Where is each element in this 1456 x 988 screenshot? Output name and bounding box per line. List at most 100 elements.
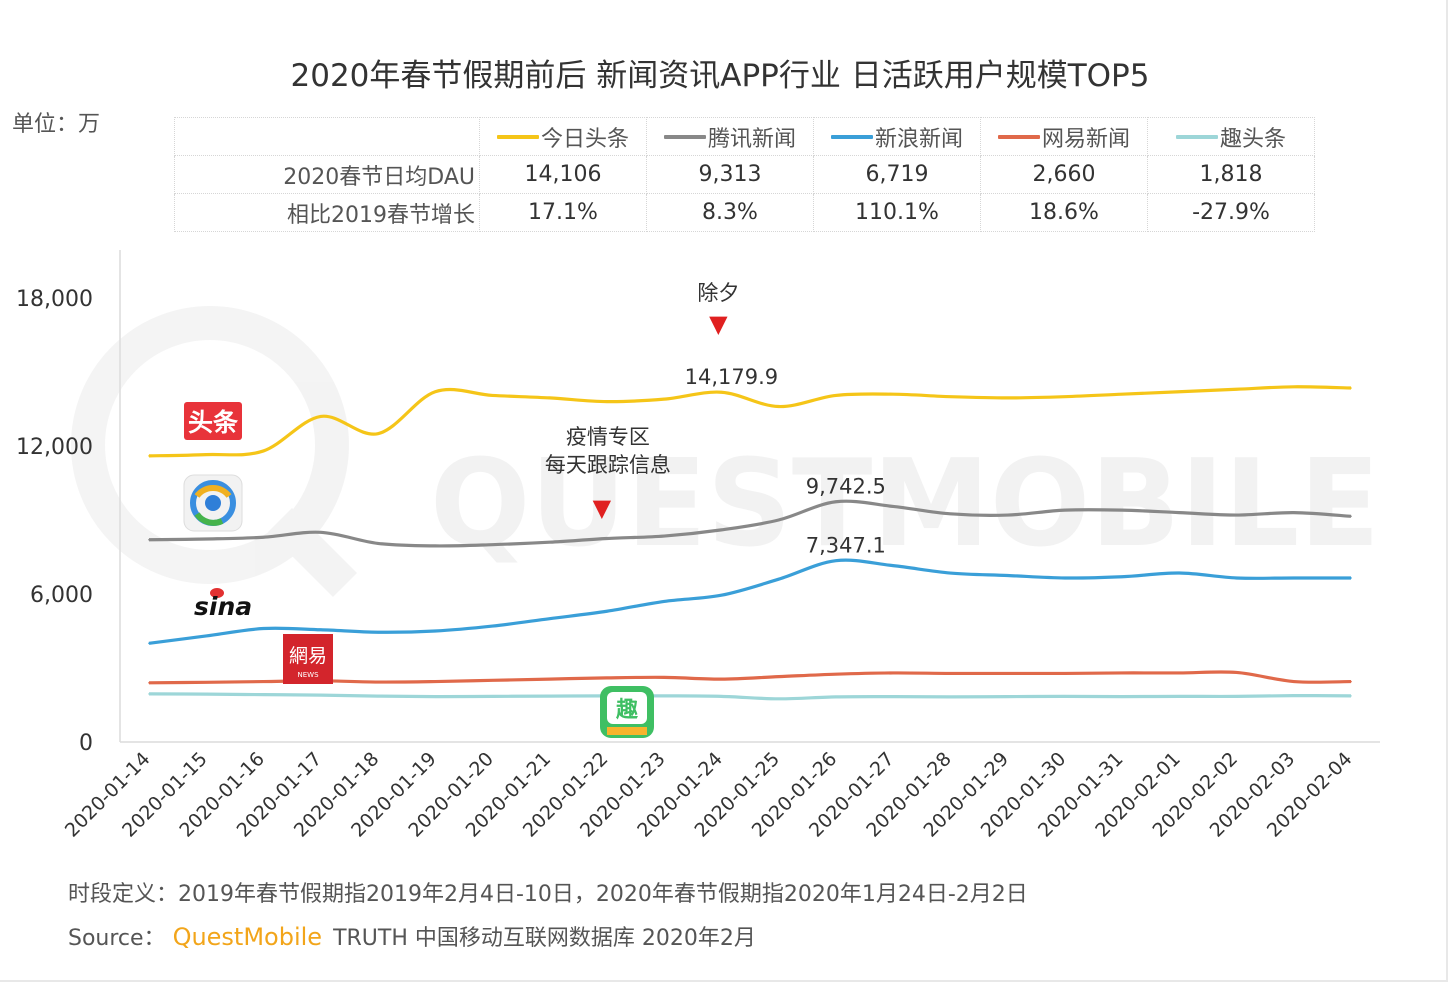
source-text: TRUTH 中国移动互联网数据库 2020年2月 (333, 926, 756, 951)
data-point (548, 541, 551, 543)
data-point (377, 631, 379, 634)
data-point (892, 505, 894, 508)
data-point (1064, 672, 1066, 675)
data-point (777, 698, 780, 700)
sina-logo-icon: sina (194, 588, 252, 621)
data-point (835, 696, 837, 698)
annotation-marker-icon: ▼ (593, 494, 612, 522)
data-point (1178, 672, 1181, 674)
data-point (148, 682, 150, 684)
data-point (319, 628, 322, 631)
data-point (777, 675, 780, 678)
data-point (205, 693, 208, 695)
data-point (1064, 577, 1066, 579)
y-tick-label: 0 (79, 731, 93, 756)
stats-table: 今日头条 腾讯新闻 新浪新闻 网易新闻 趣头条 2020春节日均DAU 14,1… (174, 117, 1315, 232)
data-point (434, 390, 436, 393)
data-point (949, 395, 952, 398)
legend-item-sina: 新浪新闻 (830, 121, 963, 153)
watermark-tail-icon (267, 507, 358, 598)
legend-item-qutoutiao: 趣头条 (1175, 121, 1286, 153)
data-point (1350, 695, 1352, 697)
qutoutiao-logo-icon: 趣 (600, 686, 654, 738)
data-point (1064, 395, 1066, 398)
data-point (1235, 695, 1238, 698)
data-point (1121, 575, 1123, 578)
data-point (434, 695, 436, 698)
cell-dau: 6,719 (813, 155, 981, 194)
source-label: Source： (68, 926, 166, 951)
data-point (434, 545, 436, 547)
data-point (606, 677, 608, 679)
data-point (1006, 574, 1009, 577)
data-point (377, 542, 379, 545)
line-chart: QUESTMOBILE 0 6,000 12,000 18,000 2020-01-1… (16, 250, 1380, 842)
y-tick-label: 6,000 (30, 583, 93, 608)
data-point (606, 537, 608, 540)
data-point (777, 405, 780, 408)
legend-item-tencent: 腾讯新闻 (663, 121, 796, 153)
legend-line-icon (663, 135, 706, 139)
data-point (1350, 577, 1352, 579)
data-point (1064, 509, 1066, 511)
data-point (949, 513, 952, 515)
cell-growth: 110.1% (813, 193, 981, 232)
data-point (1235, 577, 1238, 579)
data-point (949, 572, 952, 574)
y-tick-label: 12,000 (16, 435, 93, 460)
y-tick-label: 18,000 (16, 287, 93, 312)
data-point (262, 680, 265, 683)
data-label: 14,179.9 (685, 365, 779, 389)
data-point (1121, 509, 1123, 511)
data-point (548, 397, 551, 399)
netease-logo-icon: 網易 NEWS (283, 634, 333, 684)
data-point (1121, 393, 1123, 396)
data-point (1178, 572, 1181, 574)
data-point (606, 610, 608, 613)
data-point (720, 695, 723, 698)
annotation-marker-icon: ▼ (709, 310, 728, 338)
series-line-4 (148, 692, 1352, 701)
data-point (205, 635, 208, 637)
data-point (205, 538, 208, 540)
data-point (663, 695, 665, 697)
data-point (148, 455, 150, 457)
data-label: 7,347.1 (806, 534, 886, 558)
data-point (663, 676, 665, 679)
chart-title: 2020年春节假期前后 新闻资讯APP行业 日活跃用户规模TOP5 (290, 58, 1150, 94)
x-ticks: 2020-01-142020-01-152020-01-162020-01-17… (61, 748, 1357, 842)
data-point (835, 500, 837, 503)
data-point (319, 694, 322, 696)
data-point (548, 678, 551, 680)
data-point (1178, 695, 1181, 698)
data-point (1350, 387, 1352, 389)
data-point (548, 617, 551, 620)
data-point (777, 578, 780, 580)
data-point (1292, 511, 1295, 514)
data-point (1121, 695, 1123, 698)
data-point (1121, 672, 1123, 674)
data-point (491, 543, 494, 546)
cell-dau: 14,106 (479, 155, 647, 194)
series-lines (148, 385, 1352, 701)
data-point (1292, 386, 1295, 388)
data-point (892, 393, 894, 396)
cell-dau: 2,660 (980, 155, 1148, 194)
data-point (148, 642, 150, 645)
data-point (1064, 695, 1066, 698)
data-point (835, 394, 837, 397)
dau-row: 2020春节日均DAU 14,106 9,313 6,719 2,660 1,8… (174, 155, 1315, 194)
growth-row: 相比2019春节增长 17.1% 8.3% 110.1% 18.6% -27.9… (174, 193, 1315, 232)
data-point (892, 564, 894, 567)
table-corner (174, 117, 480, 156)
annotation-text-epidemic-2: 每天跟踪信息 (545, 453, 671, 477)
data-point (835, 559, 837, 562)
legend-label: 网易新闻 (1041, 127, 1130, 152)
data-point (1178, 511, 1181, 514)
data-point (1350, 515, 1352, 518)
data-point (892, 695, 894, 698)
legend-row: 今日头条 腾讯新闻 新浪新闻 网易新闻 趣头条 (174, 117, 1315, 156)
legend-label: 腾讯新闻 (707, 127, 796, 152)
data-point (148, 538, 150, 541)
